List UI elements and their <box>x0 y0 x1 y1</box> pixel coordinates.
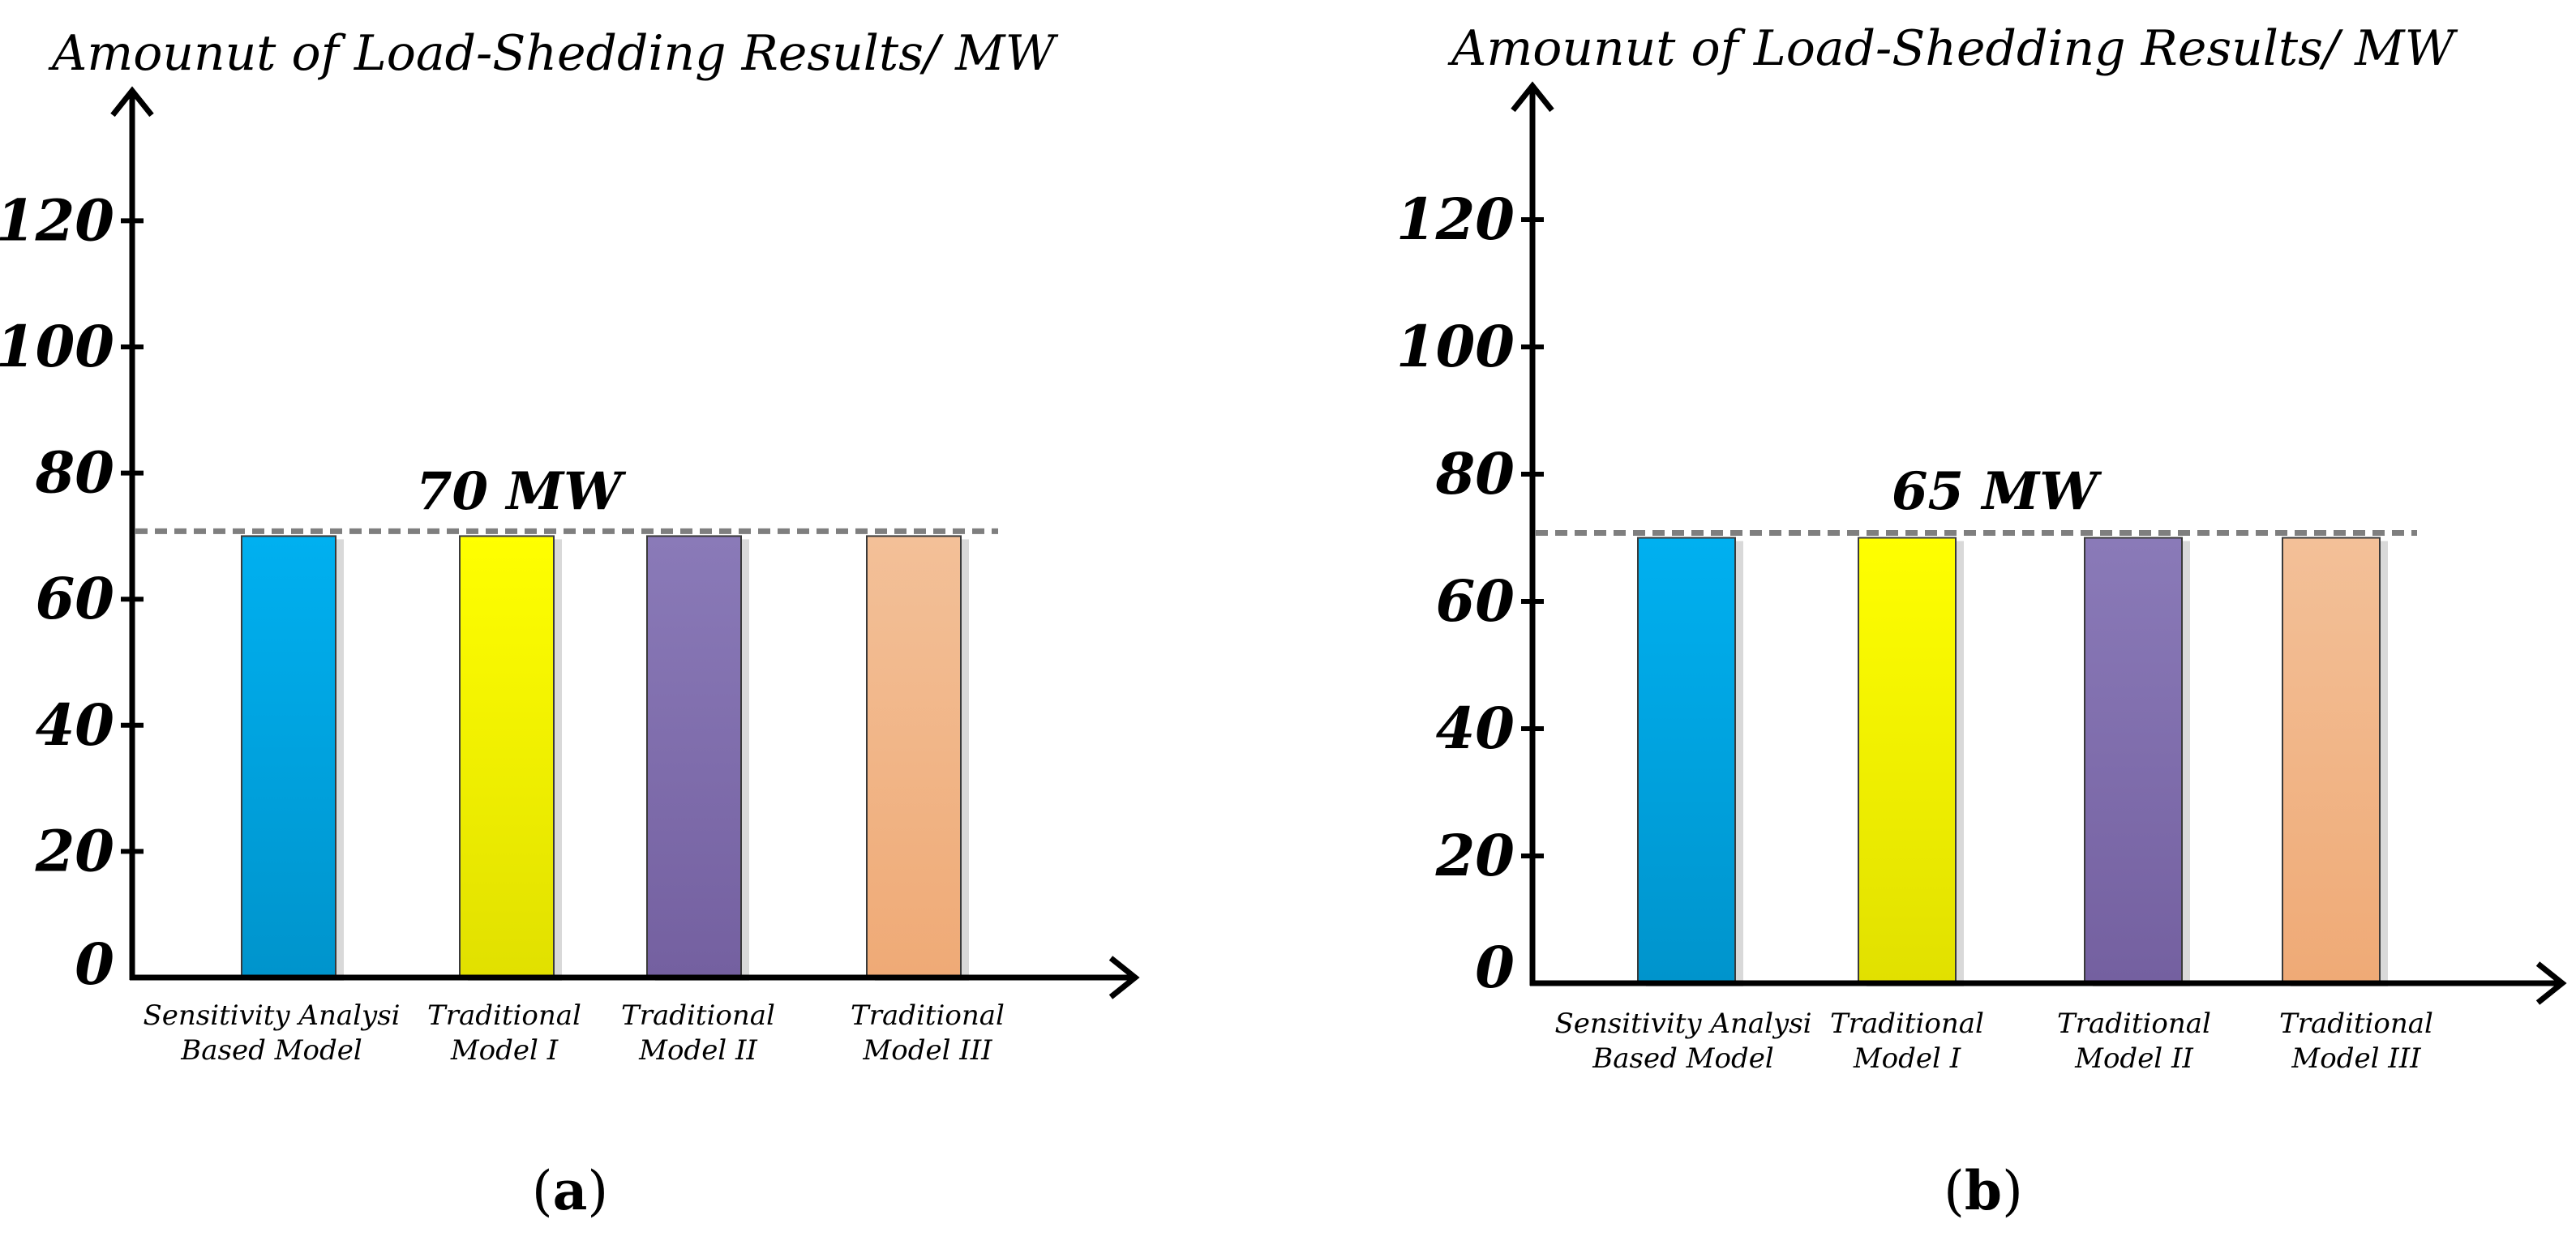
panel-a-y-ticks: 0 20 40 60 80 100 120 <box>0 186 144 998</box>
panel-b-annotation: 65 MW <box>1892 461 2102 522</box>
panel-b-category-label: Model II <box>2074 1042 2193 1075</box>
panel-a-category-label: Model III <box>862 1034 992 1067</box>
panel-a-tick-label: 20 <box>35 817 114 884</box>
panel-label-b: (b) <box>1944 1159 2023 1222</box>
panel-a-bar <box>459 535 555 978</box>
panel-a-category-label: Sensitivity Analysi <box>143 999 400 1032</box>
panel-a-tick-label: 0 <box>75 931 114 998</box>
panel-b-category-label: Sensitivity Analysi <box>1554 1008 1811 1040</box>
panel-a-bar <box>866 535 962 978</box>
panel-b-y-axis-arrow <box>1511 81 1554 113</box>
panel-a-y-axis-title: Amounut of Load-Shedding Results/ MW <box>48 25 1059 82</box>
panel-b-bar <box>2282 537 2381 984</box>
panel-b-tick-label: 40 <box>1436 695 1515 762</box>
panel-a-chart: Amounut of Load-Shedding Results/ MW 0 20… <box>0 25 1140 1067</box>
panel-a-bars <box>241 535 969 981</box>
panel-a-tick-label: 40 <box>36 691 114 759</box>
panel-b-category-label: Traditional <box>1830 1008 1984 1040</box>
panel-b-tick-label: 0 <box>1475 934 1515 1001</box>
panel-a-tick-label: 60 <box>36 565 114 632</box>
panel-b-tick-label: 100 <box>1396 313 1515 380</box>
panel-a-bar <box>241 535 336 978</box>
panel-b-axes <box>1511 81 2567 1005</box>
panel-b-bar <box>1858 537 1957 984</box>
panel-a-bar <box>646 535 742 978</box>
panel-b-tick-label: 20 <box>1435 822 1515 889</box>
panel-b-tick-label: 120 <box>1396 186 1515 253</box>
panel-b-category-label: Based Model <box>1592 1042 1773 1075</box>
panel-label-a: (a) <box>532 1159 608 1222</box>
panel-a-axes <box>110 86 1140 999</box>
panel-b-bars <box>1637 537 2388 986</box>
panel-a-tick-label: 80 <box>35 439 114 507</box>
panel-a-category-label: Traditional <box>427 999 581 1032</box>
panel-a-y-axis-arrow <box>110 86 154 118</box>
panel-a-tick-label: 100 <box>0 313 114 380</box>
panel-a-category-label: Traditional <box>621 999 775 1032</box>
panel-a-x-axis-arrow <box>1108 956 1140 999</box>
panel-b-category-label: Model III <box>2291 1042 2421 1075</box>
panel-a-annotation: 70 MW <box>416 461 627 522</box>
panel-b-y-ticks: 0 20 40 60 80 100 120 <box>1396 186 1544 1001</box>
panel-b-category-label: Model I <box>1853 1042 1961 1075</box>
panel-b-bar <box>1637 537 1736 984</box>
panel-b-x-axis-arrow <box>2535 961 2567 1005</box>
panel-b-category-label: Traditional <box>2279 1008 2433 1040</box>
panel-a-tick-label: 120 <box>0 186 114 254</box>
panel-b-category-label: Traditional <box>2057 1008 2211 1040</box>
panel-a-category-label: Traditional <box>851 999 1005 1032</box>
panel-a-category-label: Model I <box>450 1034 559 1067</box>
panel-b-chart: Amounut of Load-Shedding Results/ MW 0 20… <box>1396 20 2567 1075</box>
panel-b-tick-label: 80 <box>1435 440 1515 507</box>
panel-b-bar <box>2084 537 2183 984</box>
panel-b-y-axis-title: Amounut of Load-Shedding Results/ MW <box>1447 20 2458 77</box>
panel-b-tick-label: 60 <box>1436 567 1515 635</box>
panel-a-category-label: Model II <box>638 1034 757 1067</box>
panel-a-category-label: Based Model <box>180 1034 362 1067</box>
